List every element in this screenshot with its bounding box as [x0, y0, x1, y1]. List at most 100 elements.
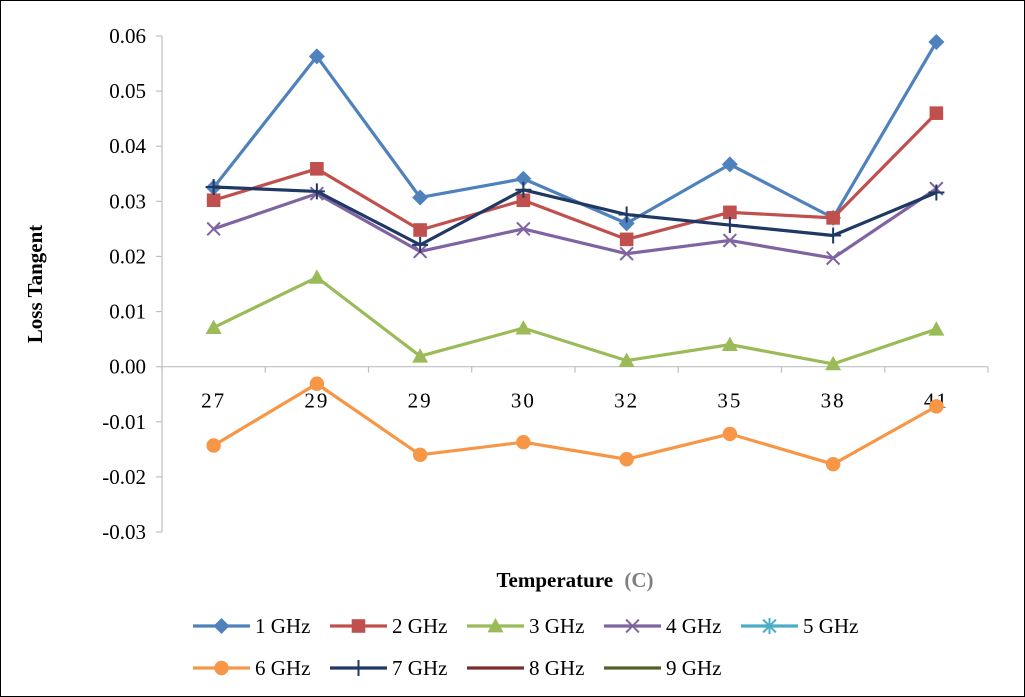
x-tick-label: 27: [201, 389, 226, 413]
legend-item: 7 GHz: [330, 656, 447, 680]
legend-item: 3 GHz: [467, 614, 584, 638]
y-tick-label: -0.03: [102, 520, 146, 544]
y-tick-label: 0.01: [109, 300, 146, 324]
data-point: [825, 355, 842, 371]
data-point: [206, 438, 221, 453]
legend-label: 2 GHz: [392, 614, 447, 638]
data-point: [928, 184, 945, 201]
series-2-ghz: [206, 106, 944, 247]
legend-label: 3 GHz: [529, 614, 584, 638]
legend-item: 2 GHz: [330, 614, 447, 638]
x-axis-title: Temperature (C): [496, 568, 653, 592]
y-tick-label: -0.02: [102, 465, 146, 489]
data-point: [206, 221, 221, 236]
series-3-ghz: [205, 269, 945, 371]
data-point: [721, 336, 738, 352]
legend-swatch-marker: [762, 618, 777, 634]
data-point: [721, 217, 738, 234]
data-point: [618, 352, 635, 368]
data-point: [308, 48, 325, 65]
legend-swatch-marker: [625, 618, 640, 634]
legend: 1 GHz 2 GHz 3 GHz 4 GHz 5 GHz 6 GHz 7 GHz 8 GHz…: [193, 614, 858, 680]
data-point: [722, 426, 738, 442]
x-tick-label: 38: [821, 389, 846, 413]
y-tick-label: 0.06: [109, 24, 146, 48]
data-point: [515, 170, 532, 187]
data-point: [619, 246, 634, 261]
legend-item: 4 GHz: [604, 614, 721, 638]
x-tick-label: 32: [614, 389, 639, 413]
data-point: [308, 269, 325, 284]
data-point: [413, 223, 427, 237]
data-point: [205, 319, 222, 334]
data-point: [929, 399, 944, 414]
data-point: [309, 376, 325, 391]
data-point: [515, 320, 532, 335]
series-7-ghz: [205, 179, 945, 253]
legend-item: 8 GHz: [467, 656, 584, 680]
data-point: [412, 447, 428, 463]
data-point: [205, 179, 222, 196]
x-axis-title-text: Temperature: [496, 568, 613, 592]
series-line: [213, 112, 938, 241]
data-point: [928, 34, 945, 51]
legend-label: 1 GHz: [255, 614, 310, 638]
legend-label: 5 GHz: [803, 614, 858, 638]
data-point: [825, 457, 841, 472]
series-lines: [205, 34, 945, 472]
legend-swatch-marker: [351, 619, 366, 633]
data-point: [928, 321, 945, 336]
legend-label: 9 GHz: [666, 656, 721, 680]
x-tick-label: 29: [408, 389, 433, 413]
data-point: [515, 181, 532, 198]
y-axis-title: Loss Tangent: [23, 225, 47, 343]
data-point: [412, 348, 429, 363]
legend-item: 5 GHz: [741, 614, 858, 638]
data-point: [722, 233, 737, 248]
legend-swatch-marker: [214, 660, 229, 676]
legend-label: 7 GHz: [392, 656, 447, 680]
data-point: [206, 193, 221, 208]
y-tick-label: 0.05: [109, 79, 146, 103]
data-point: [516, 434, 531, 450]
x-tick-label: 29: [304, 389, 329, 413]
x-axis-title-unit: (C): [624, 568, 653, 592]
x-axis: 2729293032353841: [161, 366, 989, 413]
legend-item: 6 GHz: [193, 656, 310, 680]
legend-label: 8 GHz: [529, 656, 584, 680]
y-axis: 0.06 0.05 0.04 0.03 0.02 0.01 0.00 -0.01 -0.02 -0…: [102, 24, 163, 544]
series-line: [212, 382, 938, 466]
data-point: [825, 227, 842, 244]
data-point: [619, 452, 634, 467]
x-tick-label: 35: [717, 389, 742, 413]
data-point: [516, 221, 531, 236]
data-point: [618, 215, 635, 232]
data-point: [412, 189, 429, 206]
data-point: [721, 156, 738, 173]
legend-swatch-marker: [350, 660, 367, 676]
legend-item: 1 GHz: [193, 614, 310, 638]
data-point: [723, 205, 737, 220]
data-point: [310, 162, 324, 176]
series-4-ghz: [206, 181, 944, 266]
data-point: [412, 236, 429, 253]
legend-item: 9 GHz: [604, 656, 721, 680]
legend-swatch-marker: [487, 618, 504, 633]
series-line: [213, 187, 938, 260]
legend-label: 6 GHz: [255, 656, 310, 680]
legend-label: 4 GHz: [666, 614, 721, 638]
x-tick-label: 30: [511, 389, 536, 413]
data-point: [308, 183, 325, 200]
y-tick-label: 0.04: [109, 134, 146, 158]
series-line: [212, 275, 937, 366]
data-point: [826, 250, 841, 266]
data-point: [826, 211, 840, 225]
data-point: [516, 193, 531, 208]
y-tick-label: 0.00: [109, 355, 146, 379]
series-6-ghz: [206, 376, 944, 472]
y-tick-label: 0.02: [109, 244, 146, 268]
y-tick-label: 0.03: [109, 189, 146, 213]
data-point: [618, 206, 635, 223]
